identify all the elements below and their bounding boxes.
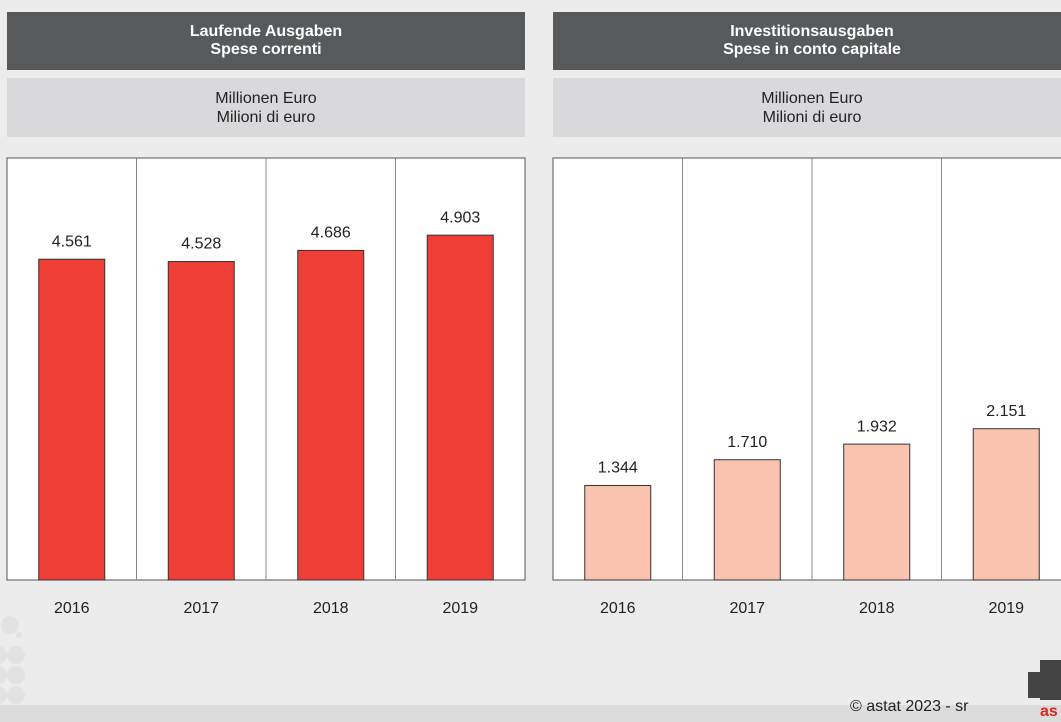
x-tick-label: 2017 <box>183 600 219 617</box>
x-tick-label: 2018 <box>313 600 349 617</box>
bar <box>297 249 365 581</box>
unit-label: Milioni di euro <box>763 109 862 126</box>
value-label: 2.151 <box>986 403 1026 420</box>
footer-bar <box>0 705 1061 722</box>
bar <box>167 261 235 581</box>
header <box>7 12 525 70</box>
bar <box>843 443 911 581</box>
logo-dots <box>1028 660 1061 700</box>
x-tick-label: 2019 <box>442 600 478 617</box>
unit-label: Millionen Euro <box>761 90 862 107</box>
value-label: 1.344 <box>598 460 638 477</box>
unit-label: Milioni di euro <box>217 109 316 126</box>
logo: as <box>1040 703 1058 720</box>
decor-dots <box>0 616 25 704</box>
bar <box>38 258 106 581</box>
x-tick-label: 2016 <box>600 600 636 617</box>
value-label: 1.932 <box>857 418 897 435</box>
x-tick-label: 2018 <box>859 600 895 617</box>
chart-title: Investitionsausgaben <box>730 23 894 40</box>
value-label: 4.528 <box>181 236 221 253</box>
x-tick-label: 2019 <box>988 600 1024 617</box>
chart-title: Laufende Ausgaben <box>190 23 342 40</box>
footer: © astat 2023 - sr <box>850 698 969 715</box>
header <box>553 12 1061 70</box>
unit-label: Millionen Euro <box>215 90 316 107</box>
value-label: 1.710 <box>727 434 767 451</box>
bar <box>584 484 652 581</box>
bar <box>713 459 781 581</box>
value-label: 4.686 <box>311 225 351 242</box>
x-tick-label: 2017 <box>729 600 765 617</box>
value-label: 4.561 <box>52 233 92 250</box>
unit-band <box>553 78 1061 137</box>
chart-title: Spese correnti <box>210 41 321 58</box>
value-label: 4.903 <box>440 209 480 226</box>
x-tick-label: 2016 <box>54 600 90 617</box>
bar <box>426 234 494 581</box>
bar <box>972 428 1040 581</box>
chart-title: Spese in conto capitale <box>723 41 901 58</box>
unit-band <box>7 78 525 137</box>
